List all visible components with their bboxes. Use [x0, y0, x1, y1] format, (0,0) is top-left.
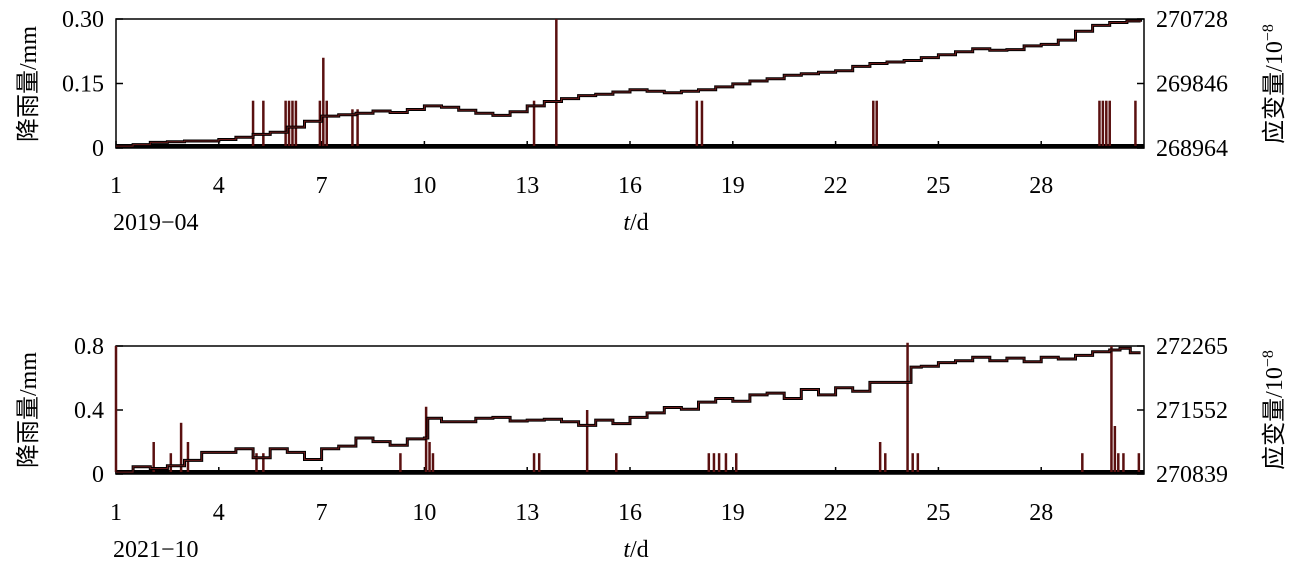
y-left-tick-label: 0.15 — [62, 72, 104, 98]
x-tick-label: 22 — [824, 500, 848, 526]
x-tick-label: 4 — [213, 173, 225, 199]
x-tick-label: 16 — [618, 173, 642, 199]
y-right-label: 应变量/10−8 — [1260, 24, 1288, 144]
y-right-tick-label: 268964 — [1156, 136, 1228, 162]
y-right-label-exponent: −8 — [1260, 24, 1277, 41]
y-left-tick-label: 0.4 — [74, 398, 104, 424]
y-right-tick-label: 270839 — [1156, 462, 1228, 488]
y-right-tick-label: 269846 — [1156, 72, 1228, 98]
y-right-label-exponent: −8 — [1260, 350, 1277, 367]
y-left-label: 降雨量/mm — [15, 352, 42, 468]
x-tick-label: 22 — [824, 173, 848, 199]
y-left-tick-label: 0.30 — [62, 7, 104, 33]
x-axis-label-unit: /d — [630, 210, 649, 236]
x-tick-label: 13 — [515, 500, 539, 526]
y-right-label-text: 应变量/10 — [1261, 41, 1288, 144]
x-axis-label: t/d — [623, 537, 648, 563]
x-tick-label: 25 — [926, 173, 950, 199]
y-right-tick-label: 271552 — [1156, 398, 1228, 424]
x-axis-label-unit: /d — [630, 537, 649, 563]
chart-panel-2021-10: 1 4 7 10 13 16 19 22 25 28 0 0.4 0.8 270839 271552 2722… — [15, 334, 1288, 563]
y-left-tick-label: 0 — [92, 462, 104, 488]
y-left-tick-label: 0.8 — [74, 334, 104, 360]
x-tick-label: 10 — [412, 173, 436, 199]
x-tick-label: 7 — [316, 500, 328, 526]
chart-panel-2019-04: 1 4 7 10 13 16 19 22 25 28 0 0.15 0.30 268964 269846 27… — [15, 7, 1288, 236]
x-tick-label: 1 — [110, 500, 122, 526]
x-tick-label: 28 — [1029, 500, 1053, 526]
y-right-label-text: 应变量/10 — [1261, 367, 1288, 470]
x-tick-label: 16 — [618, 500, 642, 526]
x-axis-label-var: t — [623, 210, 631, 236]
x-tick-label: 13 — [515, 173, 539, 199]
strain-line-core — [116, 347, 1141, 473]
period-label: 2021−10 — [113, 537, 199, 563]
x-tick-label: 10 — [412, 500, 436, 526]
x-tick-label: 1 — [110, 173, 122, 199]
y-right-label: 应变量/10−8 — [1260, 350, 1288, 470]
x-tick-label: 7 — [316, 173, 328, 199]
x-tick-label: 28 — [1029, 173, 1053, 199]
y-right-tick-label: 272265 — [1156, 334, 1228, 360]
x-axis-label: t/d — [623, 210, 648, 236]
x-tick-label: 4 — [213, 500, 225, 526]
y-left-label: 降雨量/mm — [15, 26, 42, 142]
strain-line — [116, 19, 1143, 148]
strain-line-core — [116, 20, 1142, 147]
y-right-tick-label: 270728 — [1156, 7, 1228, 33]
y-left-tick-label: 0 — [92, 136, 104, 162]
plot-frame — [115, 18, 1145, 149]
x-tick-label: 25 — [926, 500, 950, 526]
strain-line — [116, 346, 1141, 474]
x-axis-label-var: t — [623, 537, 631, 563]
period-label: 2019−04 — [113, 210, 199, 236]
x-tick-label: 19 — [721, 500, 745, 526]
x-tick-label: 19 — [721, 173, 745, 199]
